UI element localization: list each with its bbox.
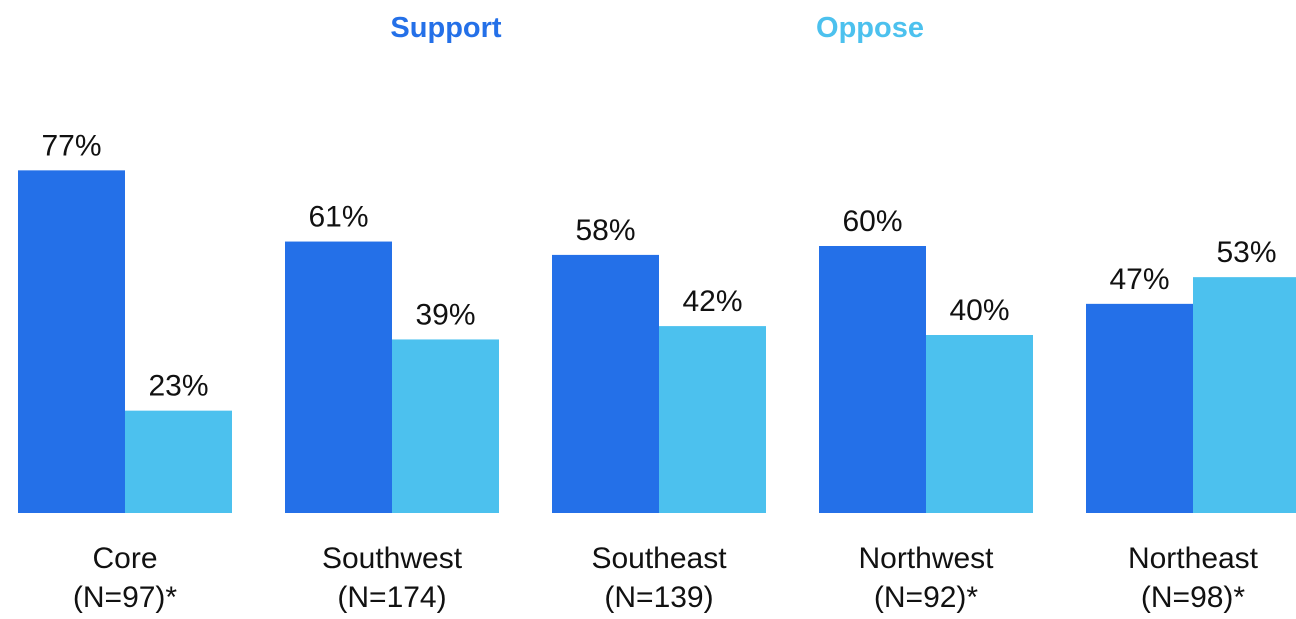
value-label-oppose-northwest: 40% [949, 294, 1009, 327]
bar-support-northeast [1086, 304, 1193, 513]
category-label-northeast: Northeast [1128, 542, 1259, 575]
bar-oppose-northeast [1193, 277, 1296, 513]
category-sublabel-southwest: (N=174) [337, 581, 446, 614]
legend-entry-oppose: Oppose [816, 12, 924, 44]
category-sublabel-core: (N=97)* [73, 581, 178, 614]
value-label-oppose-southeast: 42% [682, 285, 742, 318]
category-label-northwest: Northwest [858, 542, 994, 575]
value-label-oppose-core: 23% [148, 370, 208, 403]
category-label-southeast: Southeast [591, 542, 727, 575]
category-label-core: Core [92, 542, 157, 575]
bar-oppose-southeast [659, 326, 766, 513]
value-label-support-core: 77% [41, 129, 101, 162]
category-sublabel-southeast: (N=139) [604, 581, 713, 614]
value-label-support-northwest: 60% [842, 205, 902, 238]
bar-support-core [18, 170, 125, 513]
bar-oppose-southwest [392, 339, 499, 513]
value-label-oppose-southwest: 39% [415, 298, 475, 331]
bar-oppose-core [125, 411, 232, 513]
category-label-southwest: Southwest [322, 542, 463, 575]
value-label-support-southeast: 58% [575, 214, 635, 247]
bar-area [18, 170, 1296, 513]
bar-support-southwest [285, 242, 392, 513]
category-sublabel-northeast: (N=98)* [1141, 581, 1246, 614]
bar-oppose-northwest [926, 335, 1033, 513]
bar-support-northwest [819, 246, 926, 513]
value-label-support-northeast: 47% [1109, 263, 1169, 296]
value-label-oppose-northeast: 53% [1216, 236, 1276, 269]
value-label-support-southwest: 61% [308, 201, 368, 234]
legend-entry-support: Support [390, 12, 501, 44]
chart-legend: Support Oppose [390, 12, 924, 44]
category-sublabel-northwest: (N=92)* [874, 581, 979, 614]
bar-support-southeast [552, 255, 659, 513]
